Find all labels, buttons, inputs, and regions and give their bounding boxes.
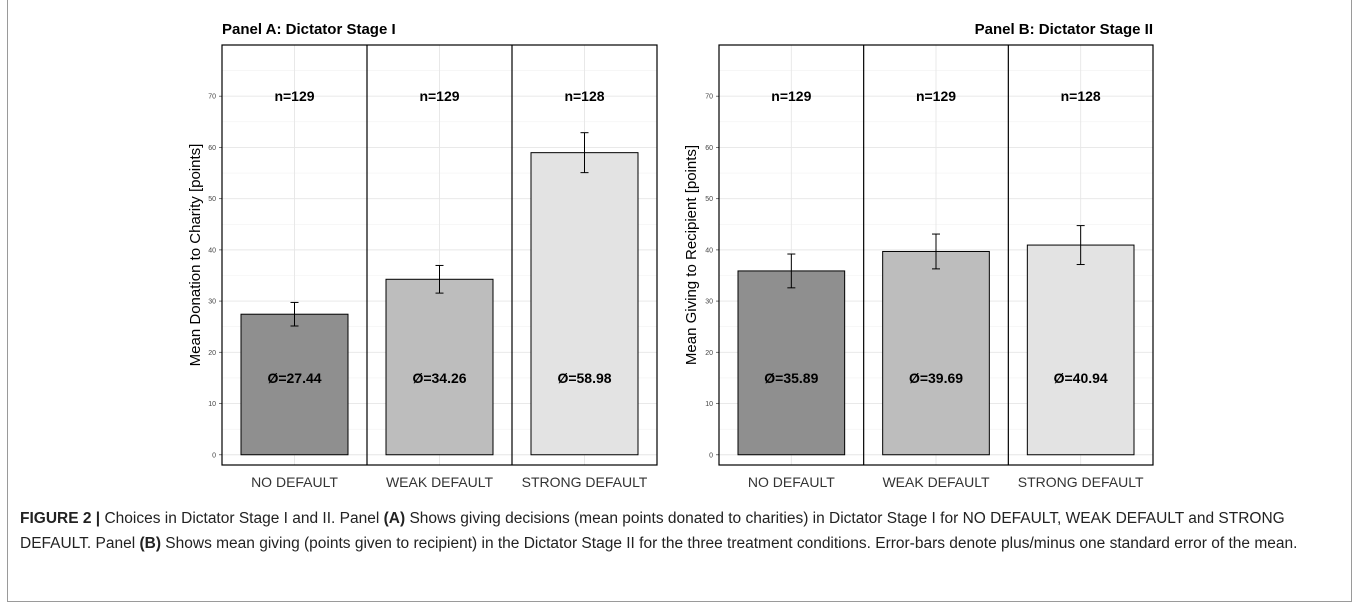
panel-b-x-tick-label-2: WEAK DEFAULT [882,474,990,490]
panel-a-value-label-1: Ø=27.44 [267,370,321,386]
panel-b-x-tick-label-1: NO DEFAULT [748,474,835,490]
panel-b-y-axis-label: Mean Giving to Recipient [points] [683,145,700,365]
panel-b-n-label-3: n=128 [1061,88,1101,104]
panel-b-bar-1 [737,270,846,456]
figure-frame [7,0,1352,602]
panel-b-value-label-1: Ø=35.89 [764,370,818,386]
panel-b-y-tick-label: 50 [705,196,713,203]
panel-a-value-label-2: Ø=34.26 [412,370,466,386]
panel-a-n-label-3: n=128 [564,88,604,104]
panel-a-y-tick-label: 30 [208,299,216,306]
panel-a-y-tick-label: 20 [208,350,216,357]
panel-a-y-axis-label: Mean Donation to Charity [points] [187,144,204,367]
panel-b-n-label-1: n=129 [771,88,811,104]
figure-caption: FIGURE 2 | Choices in Dictator Stage I a… [20,506,1338,556]
panel-a-bar-2 [385,278,494,456]
caption-text-1: Choices in Dictator Stage I and II. Pane… [100,510,384,527]
panel-b-value-label-2: Ø=39.69 [909,370,963,386]
panel-b-bar-3 [1026,244,1135,456]
panel-b-value-label-3: Ø=40.94 [1054,370,1108,386]
panel-a-y-tick-label: 60 [208,145,216,152]
panel-a-title: Panel A: Dictator Stage I [222,21,396,38]
panel-a-y-tick-label: 70 [208,94,216,101]
panel-a-value-label-3: Ø=58.98 [557,370,611,386]
panel-a-x-tick-label-2: WEAK DEFAULT [386,474,494,490]
panel-b-y-tick-label: 70 [705,94,713,101]
caption-panel-b: (B) [139,535,161,552]
panel-b-y-tick-label: 60 [705,145,713,152]
figure-charts: Panel A: Dictator Stage I Mean Donation t… [187,21,1154,490]
panel-a-y-tick-label: 0 [212,452,216,459]
panel-a-n-label-2: n=129 [419,88,459,104]
caption-label: FIGURE 2 | [20,510,101,527]
panel-b-y-tick-label: 20 [705,350,713,357]
panel-a-plot-border [221,44,658,466]
panel-a-y-tick-label: 10 [208,401,216,408]
panel-b-y-tick-label: 10 [705,401,713,408]
panel-b-plot-border [718,44,1154,466]
panel-a-y-tick-label: 40 [208,247,216,254]
panel-b-title: Panel B: Dictator Stage II [975,21,1153,38]
panel-a-x-tick-label-1: NO DEFAULT [251,474,338,490]
panel-a-n-label-1: n=129 [274,88,314,104]
panel-b-bar-2 [882,250,990,456]
panel-a-y-tick-label: 50 [208,196,216,203]
caption-text-2: Shows giving decisions (mean points dona… [20,510,1285,552]
caption-text-3: Shows mean giving (points given to recip… [161,535,1298,552]
panel-b-x-tick-label-3: STRONG DEFAULT [1018,474,1144,490]
panel-a-bar-1 [240,313,349,456]
panel-a-x-tick-label-3: STRONG DEFAULT [522,474,648,490]
panel-b-n-label-2: n=129 [916,88,956,104]
panel-a-bar-3 [530,152,639,456]
panel-b-y-tick-label: 40 [705,247,713,254]
panel-b-y-tick-label: 30 [705,299,713,306]
panel-b-y-tick-label: 0 [709,452,713,459]
caption-panel-a: (A) [383,510,406,527]
